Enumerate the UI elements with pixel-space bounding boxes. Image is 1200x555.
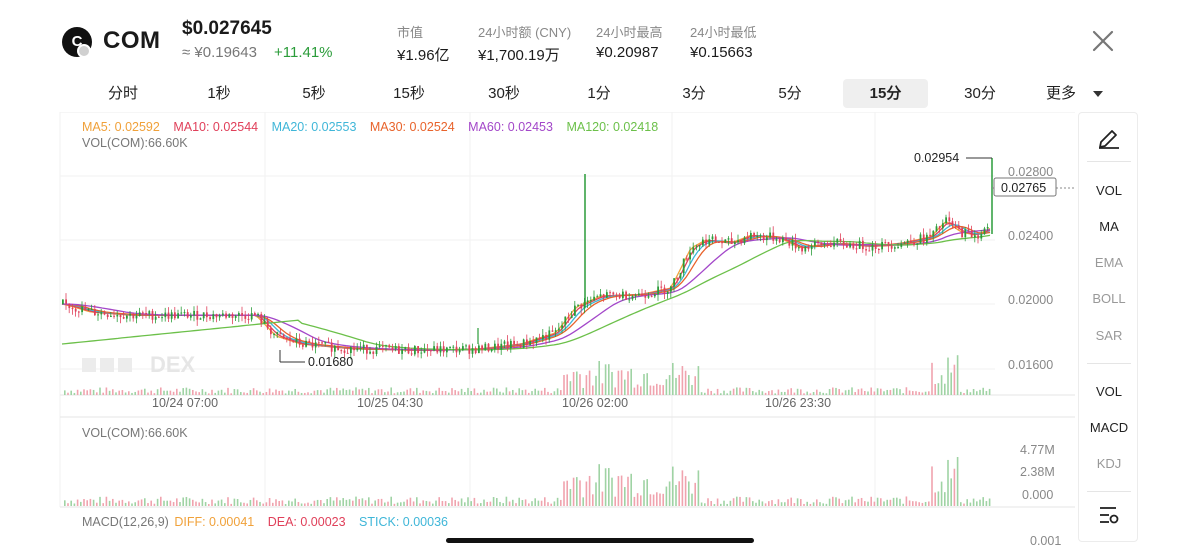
toolbar-main-vol[interactable]: VOL [1095, 183, 1122, 198]
toolbar-main-sar[interactable]: SAR [1095, 328, 1123, 343]
chart-grid [59, 111, 1075, 508]
chain-badge-icon [77, 44, 91, 58]
stat-24h-low: 24小时最低 ¥0.15663 [690, 22, 756, 61]
toolbar-main-ema[interactable]: EMA [1094, 255, 1124, 270]
tab-more[interactable]: 更多 [1045, 85, 1076, 102]
interval-tabs: 分时 1秒 5秒 15秒 30秒 1分 3分 5分 15分 30分 更多 [60, 79, 1120, 108]
tab-5s[interactable]: 5秒 [302, 85, 326, 102]
token-symbol: COM [103, 27, 161, 54]
settings-list-icon[interactable] [1098, 505, 1120, 525]
token-logo-letter: C [71, 33, 83, 50]
stat-label: 24小时最低 [690, 25, 757, 40]
ma-line [61, 220, 991, 352]
legend-ma5: MA5: 0.02592 [82, 120, 160, 134]
legend-ma20: MA20: 0.02553 [271, 120, 357, 134]
tab-5m[interactable]: 5分 [778, 85, 802, 102]
watermark-logo-icon [82, 358, 96, 372]
x-tick: 10/26 02:00 [562, 396, 628, 410]
current-price-box [993, 177, 1057, 197]
toolbar-main-ma[interactable]: MA [1099, 219, 1119, 234]
indicator-toolbar: VOL MA EMA BOLL SAR VOL MACD KDJ [1078, 112, 1138, 542]
watermark-logo-icon [100, 358, 114, 372]
ma-line [61, 229, 991, 351]
tab-1s[interactable]: 1秒 [207, 85, 231, 102]
stat-24h-high: 24小时最高 ¥0.20987 [596, 22, 662, 61]
tab-30s[interactable]: 30秒 [488, 85, 520, 102]
low-marker-label: 0.01680 [308, 355, 353, 369]
y-tick: 0.02400 [1008, 229, 1053, 243]
ma-legend: MA5: 0.02592 MA10: 0.02544 MA20: 0.02553… [82, 120, 668, 134]
close-icon[interactable] [1090, 28, 1116, 54]
toolbar-sub-vol[interactable]: VOL [1095, 384, 1122, 399]
watermark-logo-icon [118, 358, 132, 372]
volume-pane-bars [64, 457, 991, 506]
price-change: +11.41% [274, 44, 333, 61]
vol-y-tick: 2.38M [1020, 465, 1055, 479]
main-volume-bars [64, 355, 991, 395]
tab-15m[interactable]: 15分 [843, 79, 928, 108]
stat-value: ¥1,700.19万 [478, 47, 560, 64]
high-marker-label: 0.02954 [914, 151, 959, 165]
y-tick: 0.02000 [1008, 293, 1053, 307]
toolbar-main-boll[interactable]: BOLL [1092, 291, 1126, 306]
toolbar-sub-kdj[interactable]: KDJ [1096, 456, 1122, 471]
tab-time-share[interactable]: 分时 [107, 85, 138, 102]
x-tick: 10/25 04:30 [357, 396, 423, 410]
y-tick: 0.02800 [1008, 165, 1053, 179]
x-tick: 10/26 23:30 [765, 396, 831, 410]
tab-3m[interactable]: 3分 [682, 85, 706, 102]
vol-y-tick: 0.000 [1022, 488, 1053, 502]
current-price-label: 0.02765 [1001, 181, 1046, 195]
tab-1m[interactable]: 1分 [587, 85, 611, 102]
pen-icon[interactable] [1097, 127, 1121, 149]
stat-value: ¥0.20987 [596, 44, 659, 61]
x-tick: 10/24 07:00 [152, 396, 218, 410]
legend-ma60: MA60: 0.02453 [468, 120, 553, 134]
stat-market-cap: 市值 ¥1.96亿 [397, 22, 450, 65]
vol-y-tick: 4.77M [1020, 443, 1055, 457]
legend-ma120: MA120: 0.02418 [566, 120, 659, 134]
macd-diff: DIFF: 0.00041 [174, 515, 255, 529]
price-usd: $0.027645 [182, 18, 272, 39]
legend-ma10: MA10: 0.02544 [173, 120, 259, 134]
candles [62, 158, 993, 360]
price-cny: ≈ ¥0.19643 [182, 44, 257, 61]
stat-label: 24小时额 (CNY) [478, 25, 572, 40]
macd-legend: MACD(12,26,9) DIFF: 0.00041 DEA: 0.00023… [82, 515, 458, 529]
tab-30m[interactable]: 30分 [964, 85, 996, 102]
chevron-down-icon[interactable] [1093, 91, 1103, 97]
macd-title: MACD(12,26,9) [82, 515, 169, 529]
vol-legend-main: VOL(COM):66.60K [82, 136, 188, 150]
macd-y-tick: 0.001 [1030, 534, 1061, 548]
stat-value: ¥0.15663 [690, 44, 753, 61]
home-indicator [446, 538, 754, 543]
toolbar-sub-macd[interactable]: MACD [1089, 420, 1129, 435]
stat-label: 24小时最高 [596, 25, 663, 40]
watermark: DEX [150, 352, 196, 377]
candlestick-chart[interactable]: DEX 0.02800 0.02400 0.02000 0.01600 0.02… [0, 111, 1075, 555]
vol-legend-pane: VOL(COM):66.60K [82, 426, 188, 440]
macd-dea: DEA: 0.00023 [267, 515, 346, 529]
legend-ma30: MA30: 0.02524 [369, 120, 455, 134]
stat-label: 市值 [397, 25, 424, 40]
macd-stick: STICK: 0.00036 [359, 515, 448, 529]
chart-area[interactable]: DEX 0.02800 0.02400 0.02000 0.01600 0.02… [0, 111, 1075, 555]
y-tick: 0.01600 [1008, 358, 1053, 372]
stat-value: ¥1.96亿 [397, 47, 450, 64]
stat-24h-volume: 24小时额 (CNY) ¥1,700.19万 [478, 22, 571, 65]
tab-15s[interactable]: 15秒 [393, 85, 425, 102]
moving-average-lines [61, 220, 991, 352]
ma-line [61, 234, 991, 351]
